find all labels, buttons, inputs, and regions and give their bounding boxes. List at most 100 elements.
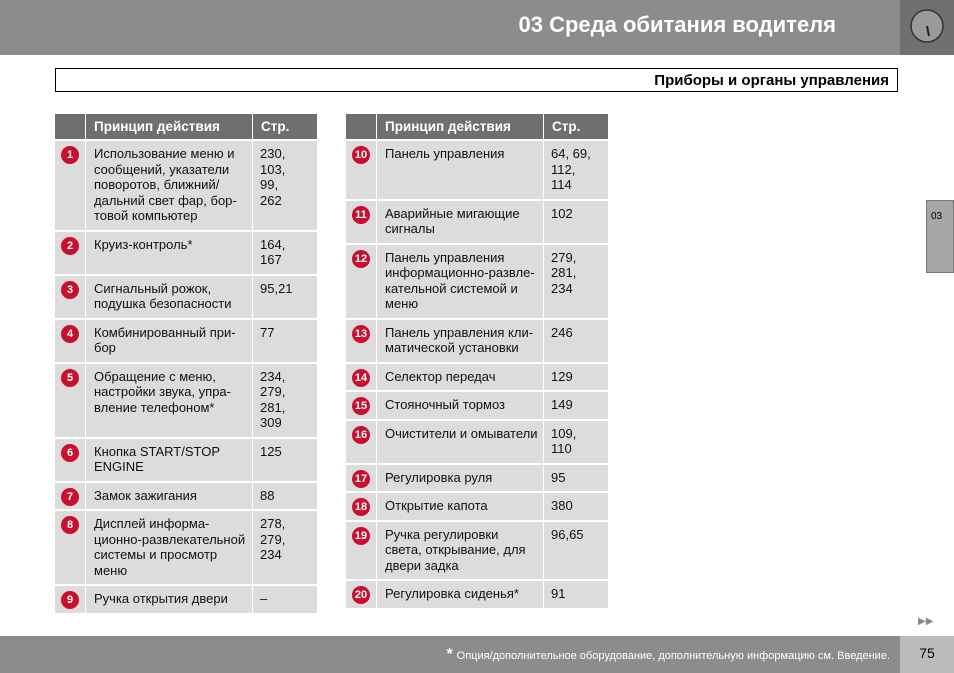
table-row: 18 Открытие капота 380 <box>346 491 608 520</box>
side-tab: 03 <box>926 200 954 273</box>
header-title: 03 Среда обитания водителя <box>518 12 836 37</box>
description-cell: Комбинированный при- бор <box>85 319 252 362</box>
header-bar: 03 Среда обитания водителя <box>0 0 900 55</box>
table-row: 8 Дисплей информа- ционно-развлекательной… <box>55 509 317 584</box>
pages-cell: 88 <box>252 482 317 509</box>
pages-cell: 91 <box>543 581 608 608</box>
description-cell: Регулировка руля <box>376 464 543 491</box>
description-cell: Панель управления кли- матической устано… <box>376 319 543 362</box>
item-number: 4 <box>61 324 79 343</box>
pages-cell: 149 <box>543 392 608 419</box>
pages-cell: – <box>252 586 317 613</box>
header-row: Принцип действия Стр. <box>55 114 317 139</box>
footer-bar: * Опция/дополнительное оборудование, допо… <box>0 636 900 673</box>
pages-cell: 95 <box>543 464 608 491</box>
description-cell: Обращение с меню, настройки звука, упра-… <box>85 363 252 437</box>
number-cell: 3 <box>55 276 85 318</box>
table-row: 12 Панель управления информационно-развле… <box>346 242 608 318</box>
item-number: 2 <box>61 236 79 255</box>
header-cell: Стр. <box>543 114 608 139</box>
table-row: 3 Сигнальный рожок, подушка безопасности 9… <box>55 273 317 318</box>
description-cell: Кнопка START/STOP ENGINE <box>85 438 252 481</box>
number-cell: 4 <box>55 320 85 362</box>
number-cell: 16 <box>346 421 376 463</box>
pages-cell: 246 <box>543 319 608 362</box>
item-number: 14 <box>352 368 370 387</box>
pages-cell: 95,21 <box>252 275 317 318</box>
item-number: 19 <box>352 526 370 545</box>
pages-cell: 380 <box>543 493 608 520</box>
item-number: 17 <box>352 469 370 488</box>
number-cell: 12 <box>346 245 376 318</box>
description-cell: Селектор передач <box>376 363 543 390</box>
pages-cell: 77 <box>252 319 317 362</box>
page-number: 75 <box>900 636 954 673</box>
number-cell: 7 <box>55 483 85 510</box>
footnote: * Опция/дополнительное оборудование, допо… <box>446 646 890 664</box>
pages-cell: 109, 110 <box>543 420 608 463</box>
number-cell: 15 <box>346 392 376 419</box>
item-number: 15 <box>352 397 370 415</box>
item-number: 5 <box>61 368 79 387</box>
table-row: 7 Замок зажигания 88 <box>55 480 317 510</box>
number-cell: 17 <box>346 465 376 492</box>
description-cell: Открытие капота <box>376 493 543 520</box>
table-row: 13 Панель управления кли- матической уста… <box>346 317 608 362</box>
description-cell: Ручка регулировки света, открывание, для… <box>376 521 543 579</box>
description-cell: Использование меню и сообщений, указател… <box>85 141 252 230</box>
item-number: 11 <box>352 205 370 224</box>
item-number: 9 <box>61 591 79 609</box>
footnote-text: Опция/дополнительное оборудование, допол… <box>456 650 890 662</box>
pages-cell: 102 <box>543 200 608 243</box>
header-cell: Стр. <box>252 114 317 139</box>
description-cell: Замок зажигания <box>85 482 252 509</box>
table-row: 10 Панель управления 64, 69, 112, 114 <box>346 139 608 199</box>
gauge-icon <box>910 9 944 43</box>
item-number: 10 <box>352 146 370 164</box>
pages-cell: 279, 281, 234 <box>543 244 608 318</box>
pages-cell: 164, 167 <box>252 231 317 274</box>
header-cell: Принцип действия <box>85 114 252 139</box>
item-number: 8 <box>61 516 79 534</box>
pages-cell: 234, 279, 281, 309 <box>252 363 317 437</box>
table-row: 6 Кнопка START/STOP ENGINE 125 <box>55 436 317 481</box>
item-number: 13 <box>352 324 370 343</box>
number-cell: 6 <box>55 439 85 481</box>
description-cell: Ручка открытия двери <box>85 586 252 613</box>
number-cell: 1 <box>55 141 85 230</box>
item-number: 16 <box>352 425 370 444</box>
header-cell: Принцип действия <box>376 114 543 139</box>
item-number: 20 <box>352 586 370 604</box>
item-number: 3 <box>61 280 79 299</box>
table: Принцип действия Стр. 1 Использование меню … <box>55 114 317 613</box>
pages-cell: 96,65 <box>543 521 608 579</box>
table-row: 15 Стояночный тормоз 149 <box>346 390 608 419</box>
description-cell: Панель управления <box>376 141 543 199</box>
number-cell: 20 <box>346 581 376 608</box>
number-cell: 9 <box>55 586 85 613</box>
number-cell: 8 <box>55 511 85 584</box>
pages-cell: 125 <box>252 438 317 481</box>
number-cell: 5 <box>55 364 85 437</box>
item-number: 7 <box>61 487 79 506</box>
table-row: 14 Селектор передач 129 <box>346 361 608 390</box>
section-title: Приборы и органы управления <box>654 72 889 89</box>
table-row: 9 Ручка открытия двери – <box>55 584 317 613</box>
table-row: 1 Использование меню и сообщений, указате… <box>55 139 317 230</box>
table-row: 16 Очистители и омыватели 109, 110 <box>346 418 608 463</box>
footnote-mark: * <box>446 646 453 663</box>
pages-cell: 278, 279, 234 <box>252 511 317 584</box>
description-cell: Стояночный тормоз <box>376 392 543 419</box>
table-row: 5 Обращение с меню, настройки звука, упра… <box>55 361 317 437</box>
number-cell: 19 <box>346 522 376 580</box>
section-box: Приборы и органы управления <box>55 68 898 92</box>
pages-cell: 230, 103, 99, 262 <box>252 141 317 230</box>
description-cell: Панель управления информационно-развле- … <box>376 244 543 318</box>
pages-cell: 64, 69, 112, 114 <box>543 141 608 199</box>
item-number: 6 <box>61 443 79 462</box>
number-cell: 11 <box>346 201 376 243</box>
table-row: 2 Круиз-контроль* 164, 167 <box>55 229 317 274</box>
number-cell: 18 <box>346 493 376 520</box>
number-cell: 2 <box>55 232 85 274</box>
